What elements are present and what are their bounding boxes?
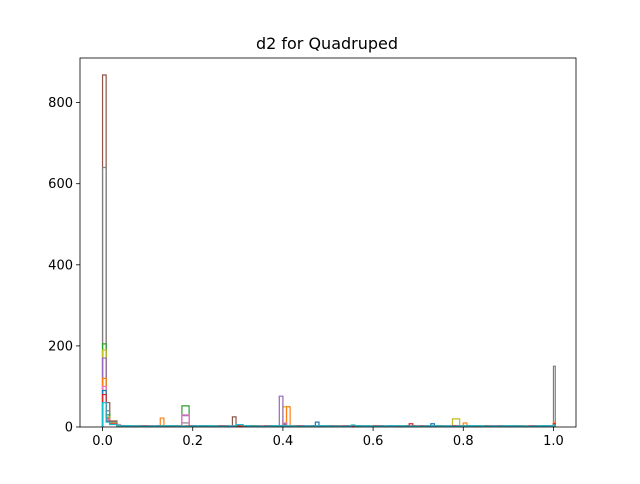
histogram-series [101, 402, 556, 428]
x-tick-label: 0.0 [92, 434, 113, 449]
y-tick-label: 0 [65, 421, 73, 436]
y-axis-ticks: 0 200 400 600 800 [48, 96, 80, 436]
y-tick-label: 600 [48, 177, 73, 192]
y-tick-label: 400 [48, 258, 73, 273]
series-layer [101, 74, 556, 428]
axes-frame [79, 57, 577, 428]
y-tick-label: 200 [48, 339, 73, 354]
chart-title: d2 for Quadruped [256, 34, 398, 53]
x-axis-ticks: 0.0 0.2 0.4 0.6 0.8 1.0 [92, 427, 564, 449]
x-tick-label: 1.0 [543, 434, 564, 449]
x-tick-label: 0.2 [182, 434, 203, 449]
x-tick-label: 0.4 [273, 434, 294, 449]
x-tick-label: 0.6 [363, 434, 384, 449]
x-tick-label: 0.8 [453, 434, 474, 449]
y-tick-label: 800 [48, 96, 73, 111]
